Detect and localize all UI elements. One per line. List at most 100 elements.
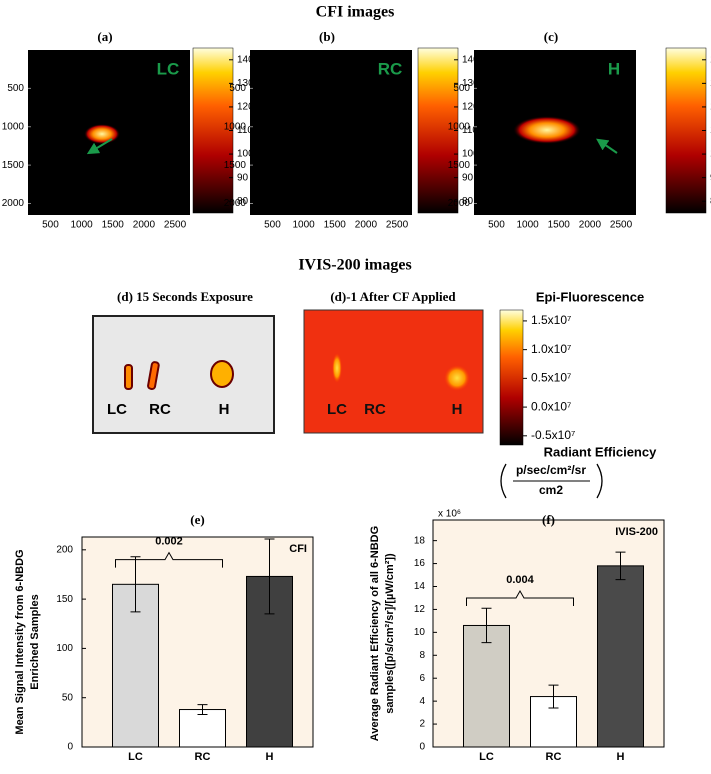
colorbar-tick-label: 80 <box>462 196 474 207</box>
image-tag: H <box>608 59 620 78</box>
colorbar-title: Epi-Fluorescence <box>536 289 644 304</box>
colorbar <box>665 47 707 214</box>
y-tick-label: 100 <box>56 643 73 654</box>
panel-label: (d) 15 Seconds Exposure <box>117 289 253 304</box>
y-tick-label: 1000 <box>224 121 247 132</box>
sample-label: H <box>219 401 230 418</box>
section-title: IVIS-200 images <box>298 257 411 274</box>
chart-title: (f) <box>542 512 555 527</box>
sample-label: H <box>452 401 463 418</box>
unit-numerator: p/sec/cm²/sr <box>516 463 586 477</box>
y-tick-label: 1500 <box>224 160 247 171</box>
colorbar-tick-label: 100 <box>237 149 254 160</box>
panel-label: (c) <box>544 29 558 44</box>
colorbar-tick-label: 80 <box>237 196 249 207</box>
x-tick-label: 1000 <box>70 220 93 231</box>
y-tick-label: 500 <box>229 83 246 94</box>
unit-denominator: cm2 <box>539 483 563 497</box>
panel-label: (d)-1 After CF Applied <box>330 289 456 304</box>
y-tick-label: 50 <box>62 692 74 703</box>
x-tick-label: 2500 <box>386 220 409 231</box>
x-tick-label: 1000 <box>292 220 315 231</box>
x-tick-label: H <box>617 751 625 763</box>
colorbar-tick-label: 130 <box>462 78 479 89</box>
y-tick-label: 500 <box>7 83 24 94</box>
x-tick-label: 1500 <box>324 220 347 231</box>
sample-label: LC <box>107 401 127 418</box>
colorbar-tick-label: 140 <box>462 54 479 65</box>
colorbar-tick-label: 120 <box>237 102 254 113</box>
ivis-image-content <box>92 309 603 499</box>
y-axis-label: Enriched Samples <box>29 594 41 689</box>
error-bar <box>481 607 492 644</box>
error-bar <box>548 684 559 709</box>
p-value: 0.002 <box>155 536 183 548</box>
colorbar-tick-label: -0.5x10⁷ <box>531 428 575 442</box>
sample-label: RC <box>364 401 386 418</box>
y-tick-label: 1000 <box>448 121 471 132</box>
y-tick-label: 6 <box>419 673 425 684</box>
significance-bracket <box>466 589 574 606</box>
x-tick-label: RC <box>546 751 562 763</box>
x-tick-label: 1500 <box>102 220 125 231</box>
colorbar-tick-label: 120 <box>462 102 479 113</box>
y-tick-label: 0 <box>419 742 425 753</box>
x-tick-label: 500 <box>42 220 59 231</box>
y-tick-label: 8 <box>419 650 425 661</box>
chart-tag: IVIS-200 <box>615 526 658 538</box>
colorbar-tick-label: 140 <box>237 54 254 65</box>
chart-tag: CFI <box>289 543 307 555</box>
y-tick-label: 0 <box>67 742 73 753</box>
p-value: 0.004 <box>506 574 534 586</box>
y-tick-label: 2 <box>419 719 425 730</box>
y-tick-label: 1500 <box>2 160 25 171</box>
x-tick-label: 500 <box>264 220 281 231</box>
chart-title: (e) <box>190 512 204 527</box>
y-tick-label: 200 <box>56 544 73 555</box>
error-bar <box>615 551 626 581</box>
significance-bracket <box>115 551 223 568</box>
colorbar-tick-label: 0.0x10⁷ <box>531 399 571 413</box>
error-bar <box>130 556 141 613</box>
y-tick-label: 1500 <box>448 160 471 171</box>
error-bar <box>264 538 275 615</box>
panel-label: (b) <box>319 29 335 44</box>
error-bar <box>197 704 208 715</box>
colorbar <box>499 309 524 446</box>
y-tick-label: 500 <box>453 83 470 94</box>
sample-label: RC <box>149 401 171 418</box>
colorbar-tick-label: 90 <box>462 172 474 183</box>
y-tick-label: 12 <box>414 604 426 615</box>
colorbar-tick-label: 0.5x10⁷ <box>531 371 571 385</box>
colorbar-tick-label: 90 <box>237 172 249 183</box>
colorbar-tick-label: 110 <box>237 125 253 136</box>
y-tick-label: 18 <box>414 535 426 546</box>
image-tag: LC <box>157 59 180 78</box>
bar <box>597 565 644 748</box>
y-tick-label: 2000 <box>2 198 25 209</box>
colorbar-tick-label: 100 <box>462 149 479 160</box>
x-tick-label: RC <box>195 751 211 763</box>
unit-title: Radiant Efficiency <box>544 444 657 459</box>
colorbar-tick-label: 1.0x10⁷ <box>531 342 571 356</box>
x-tick-label: 1000 <box>516 220 539 231</box>
x-tick-label: 1500 <box>548 220 571 231</box>
section-title: CFI images <box>316 4 395 21</box>
y-axis-label: Mean Signal Intensity from 6-NBDG <box>14 549 26 734</box>
y-tick-label: 4 <box>419 696 425 707</box>
x-tick-label: 500 <box>488 220 505 231</box>
colorbar-tick-label: 130 <box>237 78 254 89</box>
y-axis-label: samples([p/s/cm²/sr]/[µW/cm²]) <box>384 553 396 714</box>
bar <box>179 709 226 748</box>
panel-label: (a) <box>97 29 112 44</box>
x-tick-label: H <box>266 751 274 763</box>
x-tick-label: 2000 <box>579 220 602 231</box>
x-tick-label: 2500 <box>610 220 633 231</box>
sample-label: LC <box>327 401 347 418</box>
x-tick-label: 2000 <box>133 220 156 231</box>
y-tick-label: 150 <box>56 594 73 605</box>
y-tick-label: 2000 <box>448 198 471 209</box>
x-tick-label: 2000 <box>355 220 378 231</box>
